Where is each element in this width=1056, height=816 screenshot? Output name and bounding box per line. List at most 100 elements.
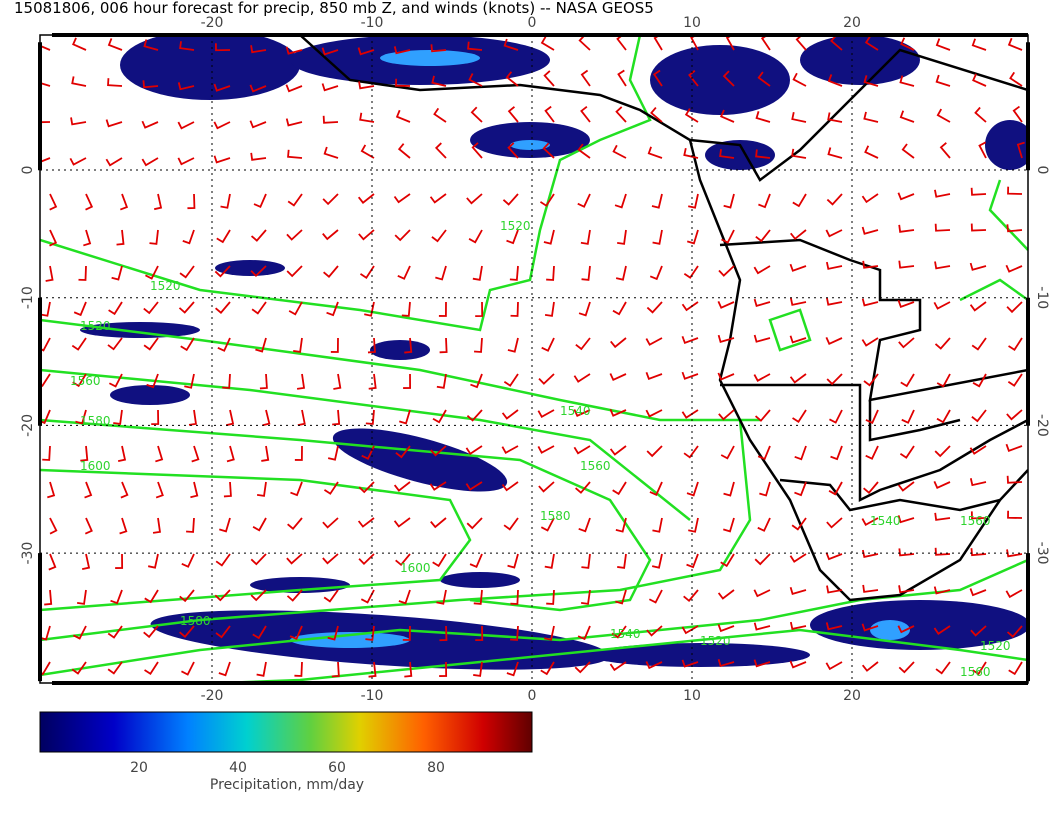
wind-barb <box>507 337 519 353</box>
wind-barb <box>404 661 413 678</box>
wind-barb <box>753 298 771 308</box>
wind-barb <box>615 517 627 533</box>
wind-barb <box>573 373 591 383</box>
wind-barb <box>393 193 411 204</box>
wind-barb <box>393 46 411 55</box>
wind-barb <box>107 78 123 87</box>
wind-barb <box>933 301 951 310</box>
wind-barb <box>934 337 951 350</box>
wind-barb <box>972 73 987 87</box>
wind-barb <box>647 146 663 159</box>
wind-barb <box>322 553 339 565</box>
wind-barb <box>934 445 951 458</box>
wind-barb <box>826 297 843 306</box>
wind-barb <box>899 110 915 123</box>
wind-barb <box>1007 37 1023 51</box>
wind-barb <box>49 229 58 247</box>
wind-barb <box>688 69 699 87</box>
wind-barb <box>472 265 483 281</box>
wind-barb <box>934 261 951 270</box>
wind-barb <box>467 41 483 51</box>
wind-barb <box>143 625 159 639</box>
contour-label: 1560 <box>70 374 101 388</box>
wind-barb <box>541 337 555 352</box>
wind-barb <box>753 265 771 275</box>
wind-barb <box>218 661 231 677</box>
wind-barb <box>649 265 663 281</box>
wind-barb <box>681 336 699 345</box>
wind-barb <box>145 265 159 280</box>
lat-label-left: 0 <box>20 166 36 175</box>
wind-barb <box>322 115 339 124</box>
wind-barb <box>861 623 879 632</box>
wind-barb <box>614 193 627 209</box>
coastline <box>299 35 1028 602</box>
wind-barb <box>223 481 232 498</box>
wind-barb <box>615 106 627 123</box>
lat-label-left: -30 <box>20 542 36 565</box>
wind-barb <box>510 589 519 605</box>
wind-barb <box>321 47 339 56</box>
wind-barb <box>723 193 735 209</box>
wind-barb <box>293 337 303 353</box>
wind-barb <box>825 552 843 561</box>
wind-barb <box>285 118 303 127</box>
contour-label: 1580 <box>180 614 211 628</box>
wind-barb <box>439 337 448 354</box>
wind-barb <box>358 229 375 241</box>
wind-barb <box>364 301 375 317</box>
wind-barb <box>249 120 267 129</box>
wind-barb <box>795 35 807 51</box>
wind-barb <box>367 337 376 354</box>
wind-barb <box>143 39 159 51</box>
wind-barb <box>394 229 411 242</box>
wind-barb <box>755 409 771 422</box>
wind-barb <box>215 301 231 314</box>
wind-barb <box>473 661 483 677</box>
wind-barb <box>825 661 843 671</box>
wind-barb <box>580 589 591 605</box>
wind-barb <box>651 193 663 209</box>
wind-barb <box>789 297 807 306</box>
wind-barb <box>865 409 879 424</box>
wind-barb <box>503 517 519 531</box>
wind-barb <box>365 409 375 425</box>
wind-barb <box>466 193 483 205</box>
wind-barb <box>546 589 555 605</box>
wind-barb <box>286 229 303 241</box>
wind-barb <box>501 481 519 492</box>
wind-barb <box>503 373 519 387</box>
wind-barb <box>539 193 555 207</box>
wind-barb <box>155 481 164 499</box>
wind-barb <box>609 373 627 382</box>
wind-barb <box>285 46 303 55</box>
wind-barb <box>754 553 771 566</box>
wind-barb <box>399 409 411 425</box>
wind-barb <box>645 661 663 670</box>
wind-barb <box>322 193 339 206</box>
wind-barb <box>294 661 303 677</box>
wind-barb <box>40 121 51 124</box>
wind-barb <box>970 223 987 232</box>
wind-barb <box>73 301 87 317</box>
wind-barb <box>827 74 843 87</box>
wind-barb <box>825 622 843 631</box>
wind-barb <box>829 409 843 424</box>
wind-barb <box>645 337 663 346</box>
wind-barb <box>684 108 699 123</box>
contour-label: 1520 <box>980 639 1011 653</box>
wind-barb <box>789 586 807 596</box>
wind-barb <box>468 229 483 244</box>
contour-label: 1560 <box>960 514 991 528</box>
wind-barb <box>758 193 771 209</box>
lon-label-top: -20 <box>201 15 224 31</box>
wind-barb <box>717 589 735 600</box>
wind-barb <box>939 142 951 159</box>
wind-barb <box>287 517 303 531</box>
wind-barb <box>473 589 483 605</box>
wind-barb <box>649 481 663 496</box>
wind-barb <box>609 408 627 417</box>
wind-barb <box>436 589 447 605</box>
wind-barb <box>393 517 411 528</box>
wind-barb <box>395 445 411 459</box>
